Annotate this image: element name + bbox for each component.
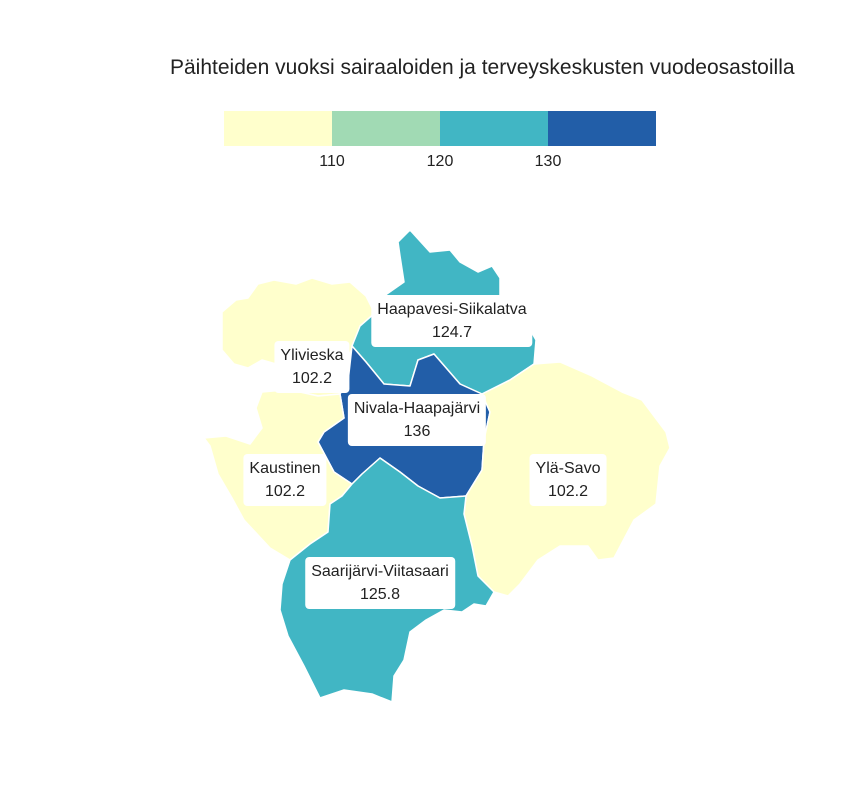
region-label-name: Haapavesi-Siikalatva — [377, 301, 527, 318]
region-label-value: 125.8 — [359, 586, 401, 603]
region-label-kaustinen: Kaustinen 102.2 — [243, 454, 327, 506]
region-label-name: Ylä-Savo — [535, 460, 601, 477]
legend-swatch-3 — [440, 111, 548, 146]
region-label-nivala-haapajarvi: Nivala-Haapajärvi 136 — [347, 394, 487, 446]
legend-tick-130: 130 — [534, 153, 562, 170]
region-label-name: Saarijärvi-Viitasaari — [311, 563, 449, 580]
legend-swatch-4 — [548, 111, 656, 146]
region-label-name: Ylivieska — [280, 347, 344, 364]
region-label-value: 124.7 — [431, 324, 473, 341]
region-label-ylivieska: Ylivieska 102.2 — [274, 341, 350, 393]
region-label-name: Nivala-Haapajärvi — [353, 400, 481, 417]
region-label-value: 136 — [403, 423, 431, 440]
legend-tick-120: 120 — [426, 153, 454, 170]
legend-tick-110: 110 — [319, 153, 345, 170]
legend-swatch-1 — [224, 111, 332, 146]
map-title: Päihteiden vuoksi sairaaloiden ja tervey… — [170, 56, 795, 79]
region-label-haapavesi-siikalatva: Haapavesi-Siikalatva 124.7 — [371, 295, 533, 347]
legend-swatch-2 — [332, 111, 440, 146]
region-label-value: 102.2 — [291, 370, 333, 387]
region-label-value: 102.2 — [264, 483, 306, 500]
region-label-yla-savo: Ylä-Savo 102.2 — [529, 454, 607, 506]
region-label-value: 102.2 — [547, 483, 589, 500]
region-label-saarijarvi-viitasaari: Saarijärvi-Viitasaari 125.8 — [305, 557, 455, 609]
region-label-name: Kaustinen — [249, 460, 321, 477]
color-legend — [224, 111, 656, 146]
